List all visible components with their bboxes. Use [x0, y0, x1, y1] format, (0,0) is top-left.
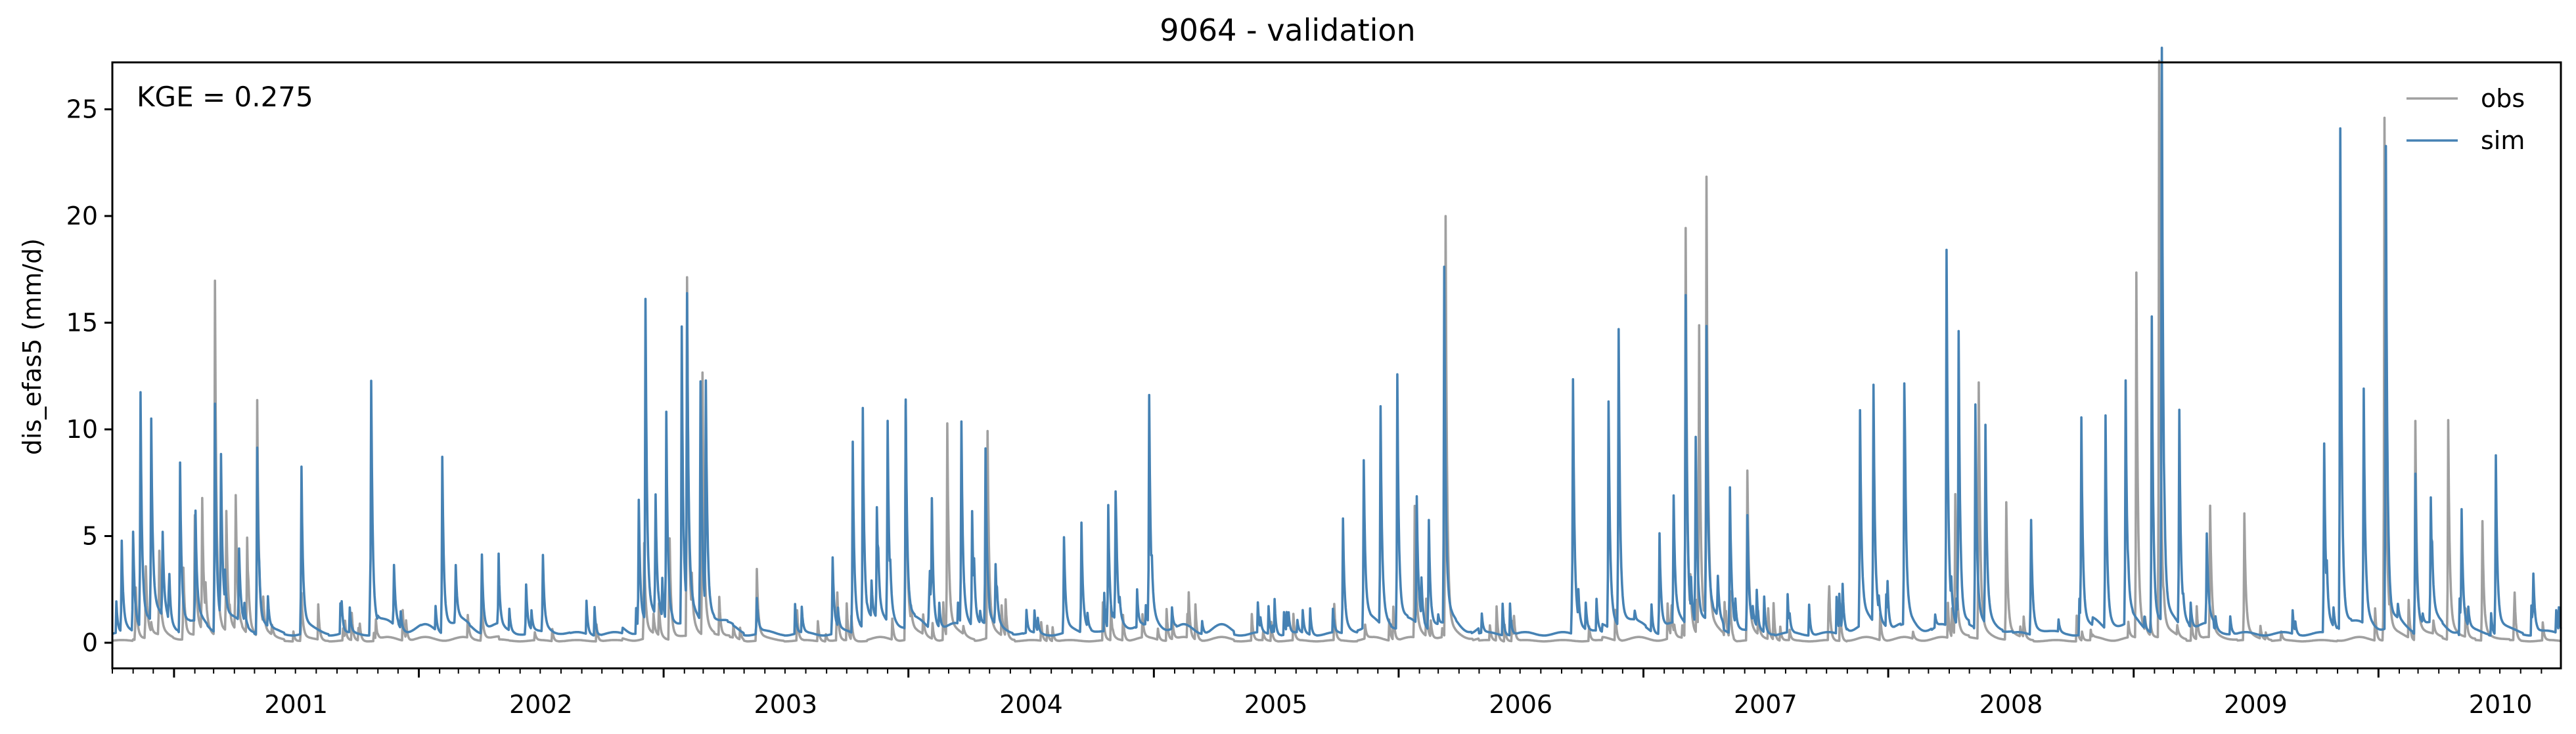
x-axis: 2001 2002 2003 2004 2005 2006 2007 2008 2009 2010 [112, 668, 2542, 719]
y-axis: 0 5 10 15 20 25 [66, 95, 112, 657]
series-line-sim [112, 47, 2562, 637]
x-tick-label: 2001 [264, 690, 328, 719]
y-tick-label: 10 [66, 415, 98, 444]
kge-annotation: KGE = 0.275 [137, 81, 313, 113]
series-line-obs [112, 59, 2562, 643]
x-tick-label: 2010 [2469, 690, 2533, 719]
chart-title: 9064 - validation [1160, 12, 1415, 48]
x-tick-label: 2002 [509, 690, 573, 719]
x-tick-label: 2004 [999, 690, 1063, 719]
legend: obs sim [2407, 84, 2525, 155]
y-tick-label: 5 [82, 522, 98, 551]
x-tick-label: 2009 [2224, 690, 2288, 719]
y-tick-label: 20 [66, 202, 98, 230]
x-tick-label: 2007 [1734, 690, 1797, 719]
y-axis-label: dis_efas5 (mm/d) [18, 238, 47, 455]
y-tick-label: 15 [66, 309, 98, 337]
x-tick-label: 2008 [1979, 690, 2043, 719]
legend-label-obs: obs [2481, 84, 2525, 113]
x-tick-label: 2006 [1489, 690, 1552, 719]
y-tick-label: 0 [82, 628, 98, 657]
y-tick-label: 25 [66, 95, 98, 124]
plot-area [112, 47, 2562, 643]
x-tick-label: 2003 [754, 690, 818, 719]
legend-label-sim: sim [2481, 126, 2525, 155]
x-tick-label: 2005 [1244, 690, 1308, 719]
